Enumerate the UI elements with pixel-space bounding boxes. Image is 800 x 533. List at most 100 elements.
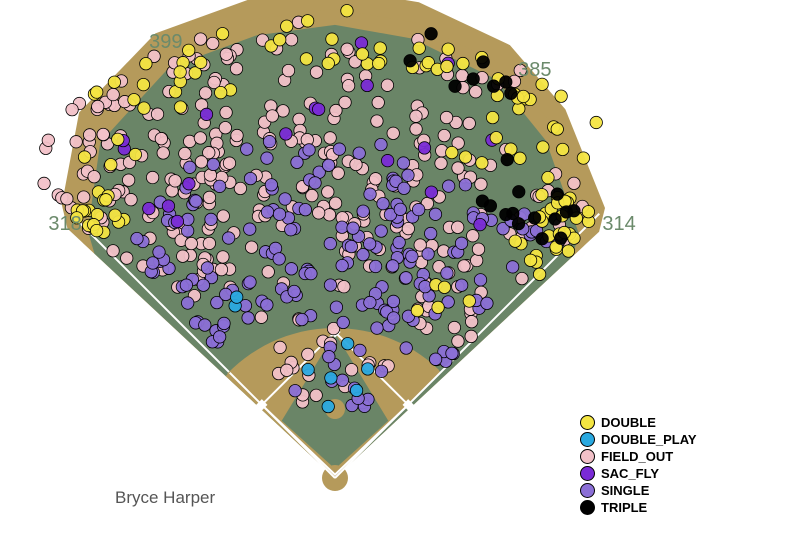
hit-marker bbox=[261, 299, 273, 311]
hit-marker bbox=[402, 222, 414, 234]
hit-marker bbox=[341, 5, 353, 17]
hit-marker bbox=[230, 291, 242, 303]
hit-marker bbox=[347, 222, 359, 234]
hit-marker bbox=[83, 129, 95, 141]
hit-marker bbox=[220, 48, 232, 60]
hit-marker bbox=[231, 129, 243, 141]
hit-marker bbox=[70, 136, 82, 148]
hit-marker bbox=[537, 141, 549, 153]
hit-marker bbox=[281, 20, 293, 32]
legend-item: DOUBLE_PLAY bbox=[580, 431, 697, 448]
hit-marker bbox=[467, 230, 479, 242]
hit-marker bbox=[556, 143, 568, 155]
hit-marker bbox=[524, 254, 536, 266]
hit-marker bbox=[590, 116, 602, 128]
hit-marker bbox=[296, 313, 308, 325]
hit-marker bbox=[356, 48, 368, 60]
hit-marker bbox=[398, 182, 410, 194]
hit-marker bbox=[481, 297, 493, 309]
hit-marker bbox=[469, 86, 481, 98]
hit-marker bbox=[363, 238, 375, 250]
hit-marker bbox=[354, 344, 366, 356]
hit-marker bbox=[245, 241, 257, 253]
hit-marker bbox=[146, 171, 158, 183]
hit-marker bbox=[138, 102, 150, 114]
hit-marker bbox=[302, 348, 314, 360]
hit-marker bbox=[129, 148, 141, 160]
hit-marker bbox=[91, 86, 103, 98]
hit-marker bbox=[61, 193, 73, 205]
hit-marker bbox=[324, 237, 336, 249]
legend-swatch bbox=[580, 415, 595, 430]
hit-marker bbox=[312, 103, 324, 115]
hit-marker bbox=[514, 152, 526, 164]
hit-marker bbox=[402, 169, 414, 181]
hit-marker bbox=[155, 132, 167, 144]
hit-marker bbox=[280, 128, 292, 140]
hit-marker bbox=[207, 37, 219, 49]
hit-marker bbox=[169, 175, 181, 187]
hit-marker bbox=[372, 96, 384, 108]
hit-marker bbox=[528, 212, 540, 224]
hit-marker bbox=[353, 147, 365, 159]
hit-marker bbox=[455, 237, 467, 249]
hit-marker bbox=[181, 297, 193, 309]
hit-marker bbox=[108, 76, 120, 88]
hit-marker bbox=[299, 204, 311, 216]
hit-marker bbox=[506, 261, 518, 273]
hit-marker bbox=[393, 236, 405, 248]
hit-marker bbox=[323, 209, 335, 221]
hit-marker bbox=[261, 206, 273, 218]
hit-marker bbox=[137, 78, 149, 90]
hit-marker bbox=[309, 177, 321, 189]
hit-marker bbox=[203, 191, 215, 203]
hit-marker bbox=[345, 240, 357, 252]
legend-item: SAC_FLY bbox=[580, 465, 697, 482]
hit-marker bbox=[542, 171, 554, 183]
hit-marker bbox=[255, 311, 267, 323]
hit-marker bbox=[355, 37, 367, 49]
hit-marker bbox=[375, 225, 387, 237]
hit-marker bbox=[100, 194, 112, 206]
hit-marker bbox=[140, 58, 152, 70]
hit-marker bbox=[568, 177, 580, 189]
legend-item: SINGLE bbox=[580, 482, 697, 499]
hit-marker bbox=[516, 272, 528, 284]
hit-marker bbox=[305, 267, 317, 279]
hit-marker bbox=[244, 223, 256, 235]
hit-marker bbox=[174, 101, 186, 113]
hit-marker bbox=[435, 157, 447, 169]
hit-marker bbox=[222, 232, 234, 244]
hit-marker bbox=[424, 227, 436, 239]
hit-marker bbox=[513, 186, 525, 198]
hit-marker bbox=[199, 319, 211, 331]
hit-marker bbox=[341, 338, 353, 350]
hit-marker bbox=[476, 157, 488, 169]
hit-marker bbox=[274, 341, 286, 353]
hit-marker bbox=[536, 189, 548, 201]
hit-marker bbox=[404, 55, 416, 67]
hit-marker bbox=[446, 347, 458, 359]
wall-distance-label: 318 bbox=[48, 213, 81, 236]
hit-marker bbox=[387, 312, 399, 324]
hit-marker bbox=[387, 260, 399, 272]
hit-marker bbox=[201, 262, 213, 274]
hit-marker bbox=[375, 138, 387, 150]
hit-marker bbox=[244, 172, 256, 184]
hit-marker bbox=[112, 133, 124, 145]
hit-marker bbox=[555, 90, 567, 102]
hit-marker bbox=[533, 268, 545, 280]
hit-marker bbox=[339, 96, 351, 108]
hit-marker bbox=[107, 88, 119, 100]
hit-marker bbox=[577, 152, 589, 164]
legend-label: DOUBLE_PLAY bbox=[601, 432, 697, 447]
hit-marker bbox=[329, 197, 341, 209]
hit-marker bbox=[361, 79, 373, 91]
hit-marker bbox=[364, 188, 376, 200]
hit-marker bbox=[555, 232, 567, 244]
legend-item: FIELD_OUT bbox=[580, 448, 697, 465]
hit-marker bbox=[377, 197, 389, 209]
hit-marker bbox=[109, 209, 121, 221]
wall-distance-label: 385 bbox=[518, 59, 551, 82]
wall-distance-label: 314 bbox=[602, 213, 635, 236]
